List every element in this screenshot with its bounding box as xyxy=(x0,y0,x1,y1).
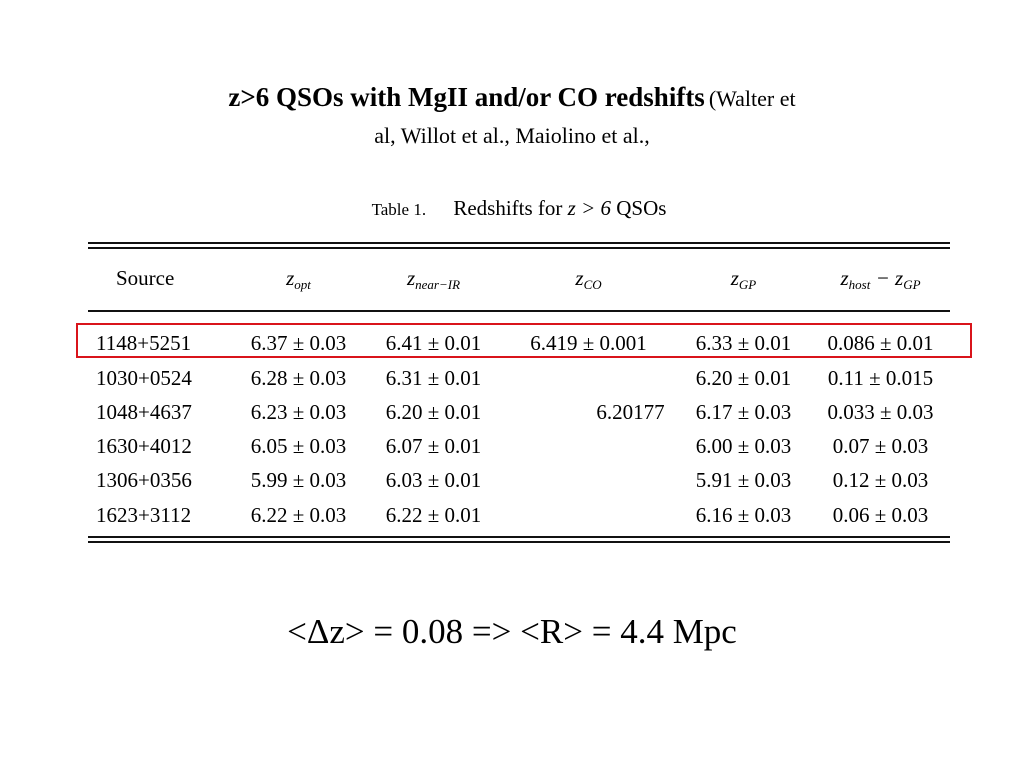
table-caption-label: Table 1. xyxy=(371,200,427,219)
cell-z-co xyxy=(501,498,676,532)
table-caption-tail: QSOs xyxy=(616,196,667,220)
header-z-near-ir: znear−IR xyxy=(406,266,461,292)
title-references-line2: al, Willot et al., Maiolino et al., xyxy=(374,123,650,148)
cell-z-opt: 6.28 ± 0.03 xyxy=(250,366,347,390)
cell-z-near-ir: 6.03 ± 0.01 xyxy=(385,468,482,492)
cell-z-co xyxy=(501,361,676,395)
header-z-gp: zGP xyxy=(730,266,757,292)
cell-z-co: 6.419 ± 0.001 xyxy=(530,331,647,355)
table-top-rule-double xyxy=(88,247,950,249)
cell-source: 1048+4637 xyxy=(96,400,192,424)
header-z-co: zCO xyxy=(575,266,602,292)
table-header-rule xyxy=(88,310,950,312)
cell-z-near-ir: 6.31 ± 0.01 xyxy=(385,366,482,390)
table-row: 1048+4637 6.23 ± 0.03 6.20 ± 0.01 6.17 ±… xyxy=(88,395,950,429)
table-bottom-rule xyxy=(88,536,950,538)
header-z-host-minus-z-gp: zhost − zGP xyxy=(840,266,921,292)
cell-z-gp: 6.00 ± 0.03 xyxy=(695,434,792,458)
header-z-opt: zopt xyxy=(286,266,311,292)
cell-z-near-ir: 6.20 ± 0.01 xyxy=(385,400,482,424)
table-caption-math: z > 6 xyxy=(567,196,611,220)
cell-source: 1148+5251 xyxy=(96,331,192,355)
cell-z-near-ir: 6.41 ± 0.01 xyxy=(385,331,482,355)
table-row: 1030+0524 6.28 ± 0.03 6.31 ± 0.01 6.20 ±… xyxy=(88,361,950,395)
cell-z-opt: 6.22 ± 0.03 xyxy=(250,503,347,527)
table-bottom-rule-double xyxy=(88,541,950,543)
cell-z-gp: 6.16 ± 0.03 xyxy=(695,503,792,527)
redshift-table: Table 1. Redshifts for z > 6 QSOs Source… xyxy=(88,190,950,552)
table-row: 1148+5251 6.37 ± 0.03 6.41 ± 0.01 6.419 … xyxy=(88,326,950,360)
cell-z-opt: 6.05 ± 0.03 xyxy=(250,434,347,458)
cell-z-diff: 0.12 ± 0.03 xyxy=(832,468,929,492)
title-text: z>6 QSOs with MgII and/or CO redshifts xyxy=(228,82,705,112)
table-caption-text: Redshifts for xyxy=(453,196,563,220)
cell-z-near-ir: 6.07 ± 0.01 xyxy=(385,434,482,458)
table-top-rule xyxy=(88,242,950,244)
mean-redshift-offset-equation: <Δz> = 0.08 => <R> = 4.4 Mpc xyxy=(287,612,737,651)
cell-z-opt: 6.23 ± 0.03 xyxy=(250,400,347,424)
cell-z-gp: 5.91 ± 0.03 xyxy=(695,468,792,492)
co-redshift-merged-value: 6.20177 xyxy=(596,400,665,424)
cell-z-diff: 0.086 ± 0.01 xyxy=(827,331,934,355)
cell-z-co xyxy=(501,429,676,463)
cell-z-opt: 5.99 ± 0.03 xyxy=(250,468,347,492)
cell-source: 1306+0356 xyxy=(96,468,192,492)
cell-z-opt: 6.37 ± 0.03 xyxy=(250,331,347,355)
cell-z-diff: 0.06 ± 0.03 xyxy=(832,503,929,527)
cell-z-co xyxy=(501,463,676,497)
header-source: Source xyxy=(116,266,175,290)
cell-z-gp: 6.20 ± 0.01 xyxy=(695,366,792,390)
cell-z-near-ir: 6.22 ± 0.01 xyxy=(385,503,482,527)
table-row: 1623+3112 6.22 ± 0.03 6.22 ± 0.01 6.16 ±… xyxy=(88,498,950,532)
cell-source: 1030+0524 xyxy=(96,366,192,390)
cell-z-diff: 0.11 ± 0.015 xyxy=(827,366,934,390)
table-caption: Table 1. Redshifts for z > 6 QSOs xyxy=(88,196,950,221)
cell-z-gp: 6.17 ± 0.03 xyxy=(695,400,792,424)
cell-source: 1630+4012 xyxy=(96,434,192,458)
table-header-row: Source zopt znear−IR zCO zGP zhost − zGP xyxy=(88,266,950,293)
table-row: 1306+0356 5.99 ± 0.03 6.03 ± 0.01 5.91 ±… xyxy=(88,463,950,497)
table-row: 1630+4012 6.05 ± 0.03 6.07 ± 0.01 6.00 ±… xyxy=(88,429,950,463)
highlight-box xyxy=(76,323,972,358)
slide-title: z>6 QSOs with MgII and/or CO redshifts (… xyxy=(60,80,964,153)
cell-source: 1623+3112 xyxy=(96,503,192,527)
cell-z-diff: 0.07 ± 0.03 xyxy=(832,434,929,458)
cell-z-gp: 6.33 ± 0.01 xyxy=(695,331,792,355)
cell-z-diff: 0.033 ± 0.03 xyxy=(827,400,934,424)
title-references-line1: (Walter et xyxy=(708,86,796,111)
